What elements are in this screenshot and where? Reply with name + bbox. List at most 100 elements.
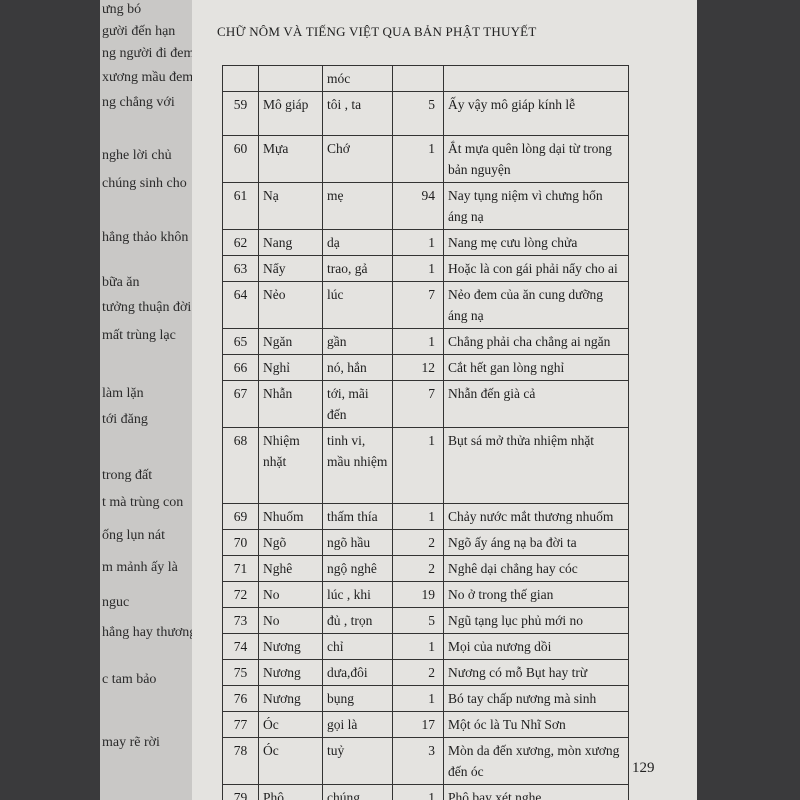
- word-cell: Nương: [258, 659, 323, 686]
- count-cell: 1: [392, 685, 444, 712]
- table-row: 68 Nhiệm nhặt tinh vi, mầu nhiệm 1 Bụt sá mở…: [222, 427, 629, 504]
- meaning-cell: trao, gả: [322, 255, 393, 282]
- row-number-cell: 69: [222, 503, 259, 530]
- row-number-cell: 75: [222, 659, 259, 686]
- row-number-cell: 68: [222, 427, 259, 504]
- table-row: 72 No lúc , khi 19 No ở trong thế gian: [222, 581, 629, 608]
- table-row: 60 Mựa Chớ 1 Ắt mựa quên lòng dại từ trong b…: [222, 135, 629, 183]
- vocabulary-table: móc 59 Mô giáp tôi , ta 5 Ấy vậy mô giáp kính…: [222, 65, 629, 800]
- row-number-cell: 70: [222, 529, 259, 556]
- meaning-cell: chúng: [322, 784, 393, 800]
- example-cell: Mòn da đến xương, mòn xương đến óc: [443, 737, 629, 785]
- count-cell: 1: [392, 503, 444, 530]
- meaning-cell: nó, hắn: [322, 354, 393, 381]
- word-cell: Nang: [258, 229, 323, 256]
- example-cell: Nang mẹ cưu lòng chửa: [443, 229, 629, 256]
- example-cell: Hoặc là con gái phải nẩy cho ai: [443, 255, 629, 282]
- count-cell: [392, 65, 444, 92]
- left-page-fragment: tưởng thuận đời: [102, 300, 192, 315]
- word-cell: Óc: [258, 737, 323, 785]
- word-cell: Óc: [258, 711, 323, 738]
- table-row: 69 Nhuốm thấm thía 1 Chảy nước mắt thương nh…: [222, 503, 629, 530]
- left-page-fragment: t mà trùng con: [102, 495, 184, 510]
- table-row: 70 Ngõ ngõ hầu 2 Ngõ ấy áng nạ ba đời ta: [222, 529, 629, 556]
- row-number-cell: 66: [222, 354, 259, 381]
- row-number-cell: 64: [222, 281, 259, 329]
- example-cell: Ắt mựa quên lòng dại từ trong bản nguyện: [443, 135, 629, 183]
- count-cell: 94: [392, 182, 444, 230]
- table-row: 73 No đủ , trọn 5 Ngũ tạng lục phủ mới no: [222, 607, 629, 634]
- meaning-cell: dưa,đôi: [322, 659, 393, 686]
- right-page: CHỮ NÔM VÀ TIẾNG VIỆT QUA BẢN PHẬT THUYẾ…: [192, 0, 697, 800]
- example-cell: Nhẫn đến già cả: [443, 380, 629, 428]
- left-page-fragment: hẳng hay thương: [102, 625, 192, 640]
- table-row: 61 Nạ mẹ 94 Nay tụng niệm vì chưng hổn áng n…: [222, 182, 629, 230]
- word-cell: [258, 65, 323, 92]
- word-cell: Nhuốm: [258, 503, 323, 530]
- meaning-cell: móc: [322, 65, 393, 92]
- count-cell: 12: [392, 354, 444, 381]
- left-page: ưng bó gười đến hạn ng người đi đem xương m…: [100, 0, 192, 800]
- count-cell: 1: [392, 328, 444, 355]
- row-number-cell: 76: [222, 685, 259, 712]
- meaning-cell: gọi là: [322, 711, 393, 738]
- meaning-cell: tuỷ: [322, 737, 393, 785]
- table-row: 76 Nương bụng 1 Bó tay chấp nương mà sinh: [222, 685, 629, 712]
- left-page-fragment: trong đất: [102, 468, 153, 483]
- word-cell: Nương: [258, 633, 323, 660]
- row-number-cell: 79: [222, 784, 259, 800]
- word-cell: Nẩy: [258, 255, 323, 282]
- example-cell: Cắt hết gan lòng nghỉ: [443, 354, 629, 381]
- left-page-fragment: mất trùng lạc: [102, 328, 176, 343]
- left-page-fragment: m mảnh ấy là: [102, 560, 178, 575]
- count-cell: 5: [392, 607, 444, 634]
- table-row: 75 Nương dưa,đôi 2 Nương có mỗ Bụt hay trừ: [222, 659, 629, 686]
- count-cell: 2: [392, 659, 444, 686]
- count-cell: 1: [392, 633, 444, 660]
- count-cell: 17: [392, 711, 444, 738]
- example-cell: Phô bay xét nghe: [443, 784, 629, 800]
- row-number-cell: 73: [222, 607, 259, 634]
- count-cell: 19: [392, 581, 444, 608]
- example-cell: Ấy vậy mô giáp kính lễ: [443, 91, 629, 136]
- row-number-cell: 77: [222, 711, 259, 738]
- count-cell: 2: [392, 529, 444, 556]
- table-row: 78 Óc tuỷ 3 Mòn da đến xương, mòn xương đến …: [222, 737, 629, 785]
- count-cell: 1: [392, 135, 444, 183]
- left-page-fragment: ng chẳng với: [102, 95, 175, 110]
- table-row: 79 Phô chúng 1 Phô bay xét nghe: [222, 784, 629, 800]
- table-row: móc: [222, 65, 629, 92]
- word-cell: Nẻo: [258, 281, 323, 329]
- left-page-fragment: may rẽ rời: [102, 735, 160, 750]
- page-number: 129: [632, 760, 655, 776]
- word-cell: Nạ: [258, 182, 323, 230]
- row-number-cell: 71: [222, 555, 259, 582]
- row-number-cell: [222, 65, 259, 92]
- left-page-fragment: làm lặn: [102, 386, 144, 401]
- example-cell: Một óc là Tu Nhĩ Sơn: [443, 711, 629, 738]
- example-cell: Mọi của nương dồi: [443, 633, 629, 660]
- meaning-cell: lúc , khi: [322, 581, 393, 608]
- table-row: 64 Nẻo lúc 7 Nẻo đem của ăn cung dưỡng áng n…: [222, 281, 629, 329]
- example-cell: [443, 65, 629, 92]
- word-cell: Phô: [258, 784, 323, 800]
- row-number-cell: 62: [222, 229, 259, 256]
- table-row: 74 Nương chỉ 1 Mọi của nương dồi: [222, 633, 629, 660]
- word-cell: Nghê: [258, 555, 323, 582]
- left-page-fragment: nguc: [102, 595, 130, 610]
- row-number-cell: 60: [222, 135, 259, 183]
- count-cell: 1: [392, 784, 444, 800]
- table-row: 66 Nghỉ nó, hắn 12 Cắt hết gan lòng nghỉ: [222, 354, 629, 381]
- word-cell: Ngõ: [258, 529, 323, 556]
- example-cell: Bó tay chấp nương mà sinh: [443, 685, 629, 712]
- table-row: 67 Nhẫn tới, mãi đến 7 Nhẫn đến già cả: [222, 380, 629, 428]
- word-cell: No: [258, 581, 323, 608]
- count-cell: 5: [392, 91, 444, 136]
- table-row: 77 Óc gọi là 17 Một óc là Tu Nhĩ Sơn: [222, 711, 629, 738]
- left-page-fragment: bữa ăn: [102, 275, 140, 290]
- left-page-fragment: gười đến hạn: [102, 24, 176, 39]
- meaning-cell: lúc: [322, 281, 393, 329]
- word-cell: Mô giáp: [258, 91, 323, 136]
- word-cell: Nhẫn: [258, 380, 323, 428]
